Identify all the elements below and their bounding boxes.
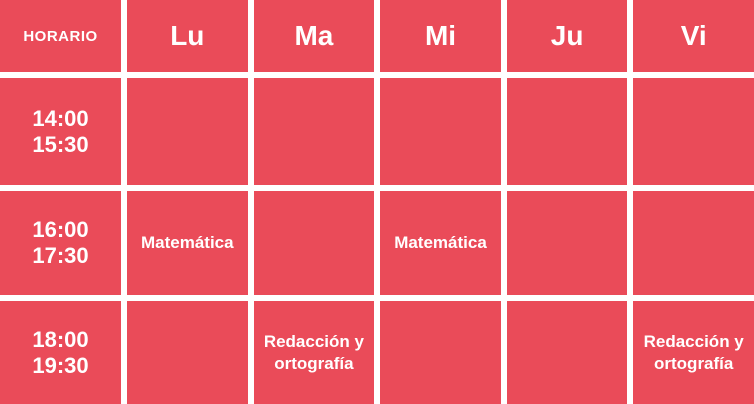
time-end: 15:30 <box>32 131 89 157</box>
time-start: 14:00 <box>32 105 89 131</box>
header-cell-horario: HORARIO <box>0 0 121 72</box>
header-cell-lu: Lu <box>127 0 248 72</box>
schedule-cell-vi-row-2 <box>633 191 754 295</box>
schedule-cell-ma-row-3: Redacción y ortografía <box>253 301 375 404</box>
time-start: 18:00 <box>32 326 89 352</box>
schedule-cell-mi-row-1 <box>380 78 501 185</box>
time-end: 17:30 <box>32 243 89 268</box>
time-cell-row-1: 14:00 15:30 <box>0 78 121 185</box>
header-cell-vi: Vi <box>633 0 754 72</box>
schedule-cell-mi-row-3 <box>380 301 501 404</box>
schedule-cell-lu-row-2: Matemática <box>127 191 248 295</box>
schedule-cell-lu-row-3 <box>127 301 248 404</box>
time-cell-row-3: 18:00 19:30 <box>0 301 121 404</box>
header-cell-ju: Ju <box>506 0 628 72</box>
time-start: 16:00 <box>32 217 89 243</box>
schedule-cell-ju-row-1 <box>506 78 628 185</box>
schedule-cell-ma-row-1 <box>253 78 375 185</box>
schedule-cell-lu-row-1 <box>127 78 248 185</box>
schedule-cell-ju-row-2 <box>506 191 628 295</box>
schedule-cell-mi-row-2: Matemática <box>380 191 501 295</box>
schedule-cell-ju-row-3 <box>506 301 628 404</box>
header-cell-ma: Ma <box>253 0 375 72</box>
time-end: 19:30 <box>32 352 89 378</box>
schedule-cell-vi-row-3: Redacción y ortografía <box>633 301 754 404</box>
time-cell-row-2: 16:00 17:30 <box>0 191 121 295</box>
header-cell-mi: Mi <box>380 0 501 72</box>
schedule-cell-ma-row-2 <box>253 191 375 295</box>
schedule-cell-vi-row-1 <box>633 78 754 185</box>
